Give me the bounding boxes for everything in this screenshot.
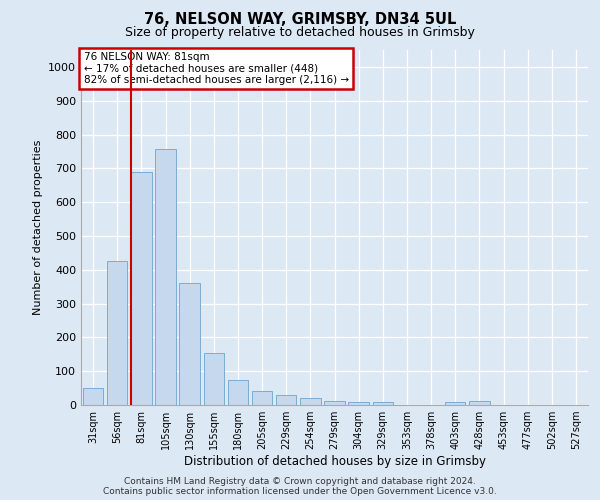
- Bar: [445, 402, 466, 405]
- Bar: [179, 282, 200, 405]
- Text: Contains public sector information licensed under the Open Government Licence v3: Contains public sector information licen…: [103, 487, 497, 496]
- Y-axis label: Number of detached properties: Number of detached properties: [32, 140, 43, 315]
- Bar: [203, 352, 224, 405]
- Bar: [349, 402, 369, 405]
- Text: 76 NELSON WAY: 81sqm
← 17% of detached houses are smaller (448)
82% of semi-deta: 76 NELSON WAY: 81sqm ← 17% of detached h…: [83, 52, 349, 85]
- Text: Size of property relative to detached houses in Grimsby: Size of property relative to detached ho…: [125, 26, 475, 39]
- Bar: [373, 402, 393, 405]
- Text: Contains HM Land Registry data © Crown copyright and database right 2024.: Contains HM Land Registry data © Crown c…: [124, 477, 476, 486]
- Bar: [469, 401, 490, 405]
- X-axis label: Distribution of detached houses by size in Grimsby: Distribution of detached houses by size …: [184, 455, 485, 468]
- Bar: [324, 400, 345, 405]
- Bar: [252, 391, 272, 405]
- Text: 76, NELSON WAY, GRIMSBY, DN34 5UL: 76, NELSON WAY, GRIMSBY, DN34 5UL: [144, 12, 456, 28]
- Bar: [83, 388, 103, 405]
- Bar: [155, 148, 176, 405]
- Bar: [107, 262, 127, 405]
- Bar: [227, 380, 248, 405]
- Bar: [276, 395, 296, 405]
- Bar: [131, 172, 152, 405]
- Bar: [300, 398, 320, 405]
